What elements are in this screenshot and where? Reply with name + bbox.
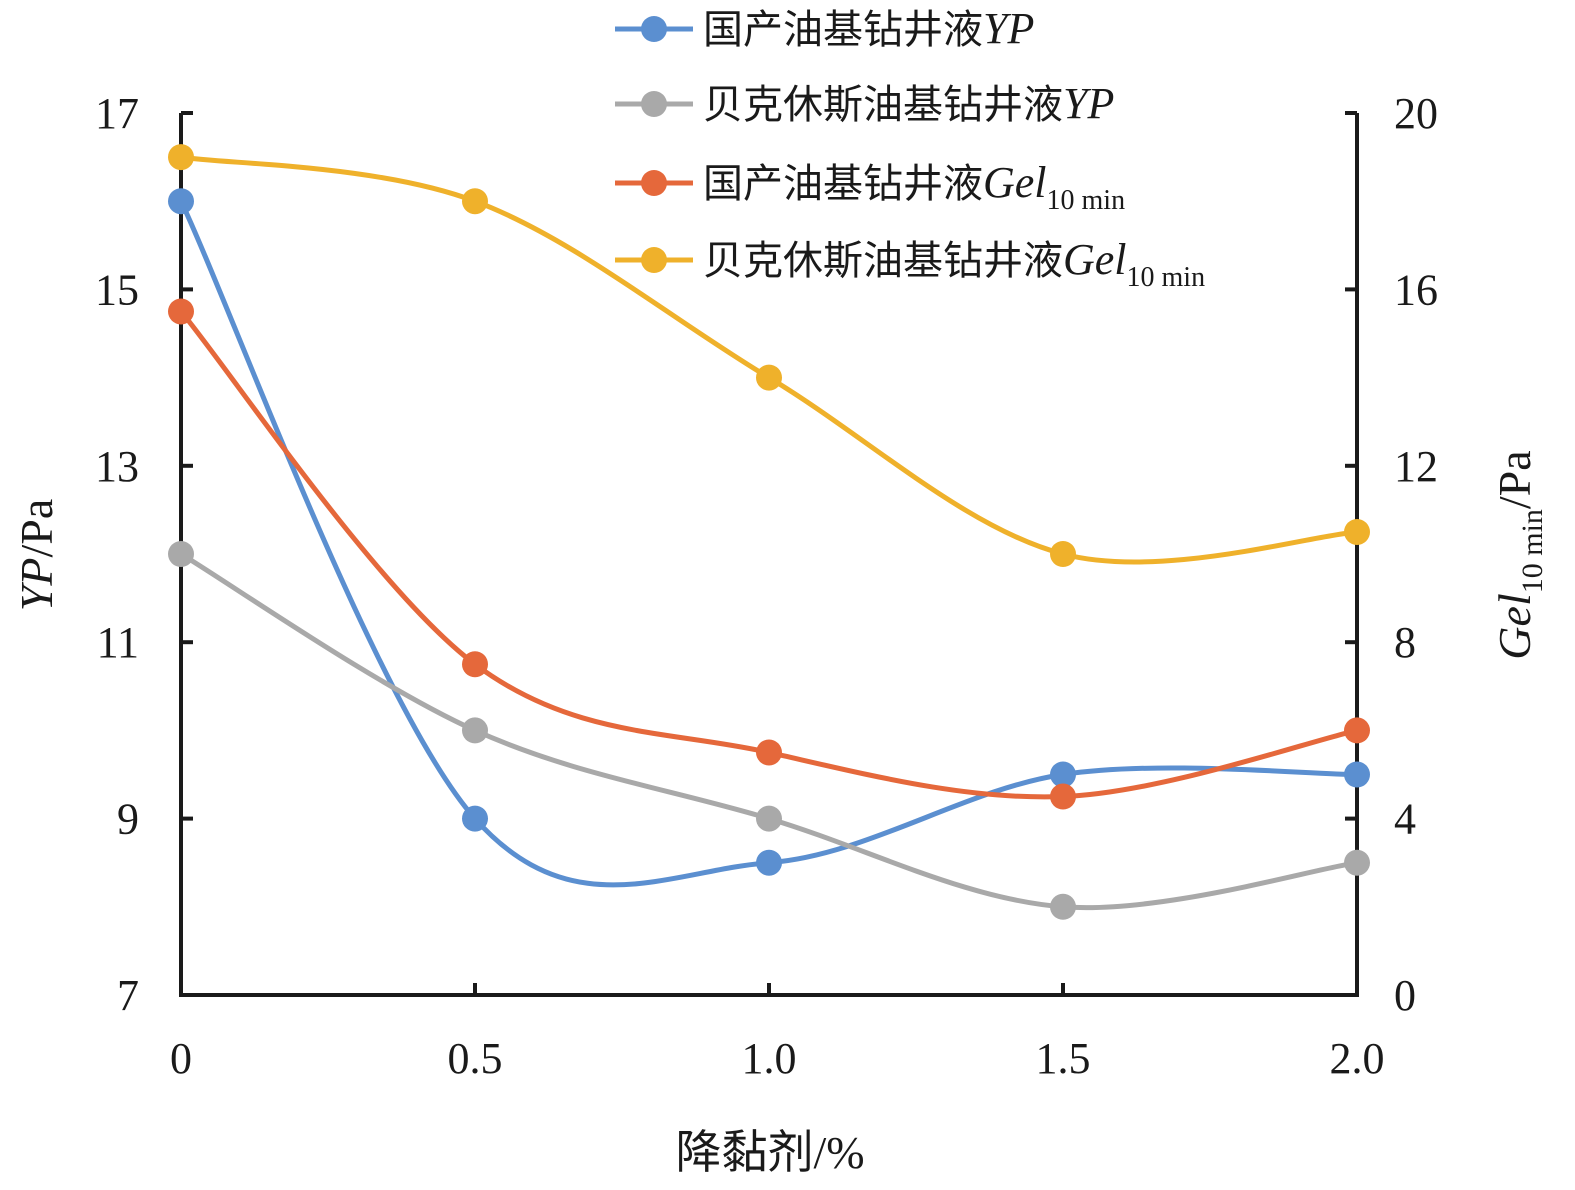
series-line-3: [179, 309, 1358, 800]
series-point-2: [168, 541, 194, 567]
series-point-4: [462, 188, 488, 215]
legend-label: 国产油基钻井液Gel10 min: [703, 158, 1125, 216]
right-tick-label: 16: [1394, 265, 1438, 314]
right-tick-label: 20: [1394, 89, 1438, 138]
legend-label-param: Gel: [983, 158, 1047, 207]
left-tick-label: 15: [95, 265, 139, 314]
legend-marker: [641, 247, 667, 273]
left-tick-label: 13: [95, 442, 139, 491]
legend-label: 贝克休斯油基钻井液YP: [703, 79, 1114, 128]
right-axis-title-param: Gel: [1489, 593, 1540, 659]
x-tick-label: 1.0: [742, 1034, 797, 1083]
legend-label-prefix: 贝克休斯油基钻井液: [703, 82, 1063, 128]
right-tick-label: 8: [1394, 618, 1416, 667]
legend-label-param: YP: [1063, 79, 1114, 128]
series-point-4: [756, 364, 782, 391]
right-tick-label: 12: [1394, 442, 1438, 491]
x-tick-label: 0.5: [448, 1034, 503, 1083]
legend-label-sub: 10 min: [1047, 185, 1126, 216]
legend-label-prefix: 国产油基钻井液: [703, 161, 983, 207]
right-axis-title-unit: /Pa: [1489, 450, 1540, 509]
legend-label-prefix: 国产油基钻井液: [703, 7, 983, 53]
legend-label: 国产油基钻井液YP: [703, 4, 1034, 53]
series-point-4: [1344, 518, 1370, 545]
right-axis-title-sub: 10 min: [1516, 509, 1549, 593]
series-point-1: [1050, 761, 1076, 788]
plot-lines: [178, 154, 1358, 911]
x-tick-label: 2.0: [1330, 1034, 1385, 1083]
right-tick-label: 4: [1394, 795, 1416, 844]
plot-ticks: 7 9 11 13 15 17 0 4 8 12 16 20 0 0.5 1.0 1.5 2.0: [95, 89, 1438, 1083]
series-point-1: [168, 188, 194, 215]
legend-marker: [641, 170, 667, 196]
legend-entry-2: 贝克休斯油基钻井液YP: [615, 79, 1114, 128]
series-point-1: [1344, 761, 1370, 788]
series-point-2: [1050, 893, 1076, 920]
series-point-3: [756, 739, 782, 766]
left-axis-title-unit: /Pa: [11, 499, 62, 558]
legend-label-param: YP: [983, 4, 1034, 53]
series-point-4: [1050, 541, 1076, 567]
legend-entry-1: 国产油基钻井液YP: [615, 4, 1034, 53]
legend-label: 贝克休斯油基钻井液Gel10 min: [703, 235, 1205, 293]
x-axis-title: 降黏剂/%: [675, 1127, 864, 1178]
left-tick-label: 17: [95, 89, 139, 138]
legend-entry-4: 贝克休斯油基钻井液Gel10 min: [615, 235, 1205, 293]
legend-marker: [641, 91, 667, 117]
right-tick-label: 0: [1394, 971, 1416, 1020]
right-axis-title: Gel10 min/Pa: [1489, 450, 1549, 659]
series-point-2: [462, 717, 488, 744]
series-point-3: [1050, 783, 1076, 810]
legend-label-param: Gel: [1063, 235, 1127, 284]
left-tick-label: 9: [117, 795, 139, 844]
left-tick-label: 7: [117, 971, 139, 1020]
left-axis-title: YP/Pa: [11, 499, 62, 611]
series-point-4: [168, 144, 194, 171]
legend-entry-3: 国产油基钻井液Gel10 min: [615, 158, 1125, 216]
series-point-3: [1344, 717, 1370, 744]
series-point-3: [462, 651, 488, 678]
series-point-1: [462, 805, 488, 832]
legend-label-sub: 10 min: [1127, 262, 1206, 293]
series-line-4: [180, 154, 1358, 565]
left-tick-label: 11: [97, 618, 139, 667]
legend-marker: [641, 16, 667, 42]
x-tick-label: 0: [170, 1034, 192, 1083]
left-axis-title-param: YP: [11, 558, 62, 612]
series-line-1: [178, 200, 1358, 888]
x-tick-label: 1.5: [1036, 1034, 1091, 1083]
series-point-2: [756, 805, 782, 832]
plot-markers: [168, 144, 1370, 920]
series-point-1: [756, 849, 782, 876]
series-point-2: [1344, 849, 1370, 876]
legend-label-prefix: 贝克休斯油基钻井液: [703, 238, 1063, 284]
series-point-3: [168, 298, 194, 325]
